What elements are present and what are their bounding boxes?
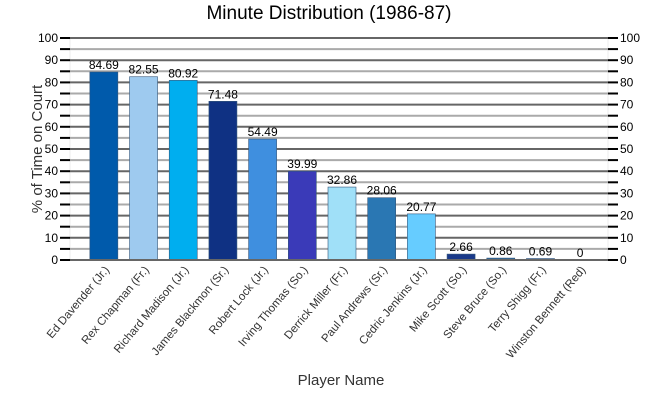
data-label: 28.06 <box>367 184 397 198</box>
data-label: 54.49 <box>248 125 278 139</box>
bar <box>168 80 198 261</box>
data-label: 2.66 <box>449 240 473 254</box>
y-tick-label-left: 30 <box>45 186 59 200</box>
y-tick-label-left: 10 <box>45 231 59 245</box>
x-axis-label: Player Name <box>298 372 385 389</box>
bar <box>89 71 119 261</box>
x-tick-label: Irving Thomas (So.) <box>237 264 311 349</box>
y-tick-label-left: 100 <box>38 31 58 45</box>
y-tick-label-left: 60 <box>45 120 59 134</box>
data-label: 39.99 <box>287 157 317 171</box>
data-label: 0 <box>577 246 584 260</box>
y-tick-label-right: 0 <box>620 253 627 267</box>
data-label: 0.69 <box>529 244 553 258</box>
y-tick-label-right: 50 <box>620 142 634 156</box>
y-axis-label: % of Time on Court <box>29 84 46 213</box>
data-label: 71.48 <box>208 87 238 101</box>
bar <box>248 138 277 261</box>
data-label: 82.55 <box>129 63 159 77</box>
y-tick-label-right: 100 <box>620 31 640 45</box>
bar <box>407 213 436 261</box>
y-tick-label-left: 0 <box>51 253 58 267</box>
y-tick-label-right: 90 <box>620 53 634 67</box>
x-tick-label: James Blackmon (Sr.) <box>150 264 232 358</box>
chart-title: Minute Distribution (1986-87) <box>206 3 451 24</box>
data-label: 32.86 <box>327 173 357 187</box>
y-tick-label-right: 30 <box>620 186 634 200</box>
bar <box>288 170 317 261</box>
bar <box>208 101 238 261</box>
y-tick-label-right: 10 <box>620 231 634 245</box>
y-tick-label-right: 40 <box>620 164 634 178</box>
x-tick-label: Rex Chapman (Fr.) <box>80 264 152 347</box>
bar <box>327 186 357 261</box>
y-tick-label-left: 90 <box>45 53 59 67</box>
y-tick-label-right: 70 <box>620 98 634 112</box>
x-tick-label: Winston Bennett (Red) <box>504 264 588 361</box>
y-tick-label-right: 60 <box>620 120 634 134</box>
y-tick-label-left: 20 <box>45 209 59 223</box>
y-tick-label-left: 70 <box>45 98 59 112</box>
data-label: 84.69 <box>89 58 119 72</box>
bar <box>367 197 396 261</box>
y-tick-label-right: 80 <box>620 75 634 89</box>
y-tick-label-left: 80 <box>45 75 59 89</box>
data-label: 0.86 <box>489 244 513 258</box>
x-tick-label: Cedric Jenkins (Jr.) <box>357 264 430 347</box>
bar <box>129 76 158 261</box>
y-tick-label-left: 50 <box>45 142 59 156</box>
y-tick-label-left: 40 <box>45 164 59 178</box>
y-tick-label-right: 20 <box>620 209 634 223</box>
data-label: 80.92 <box>168 66 198 80</box>
x-tick-label: Richard Madison (Jr.) <box>112 264 192 356</box>
data-label: 20.77 <box>406 200 436 214</box>
